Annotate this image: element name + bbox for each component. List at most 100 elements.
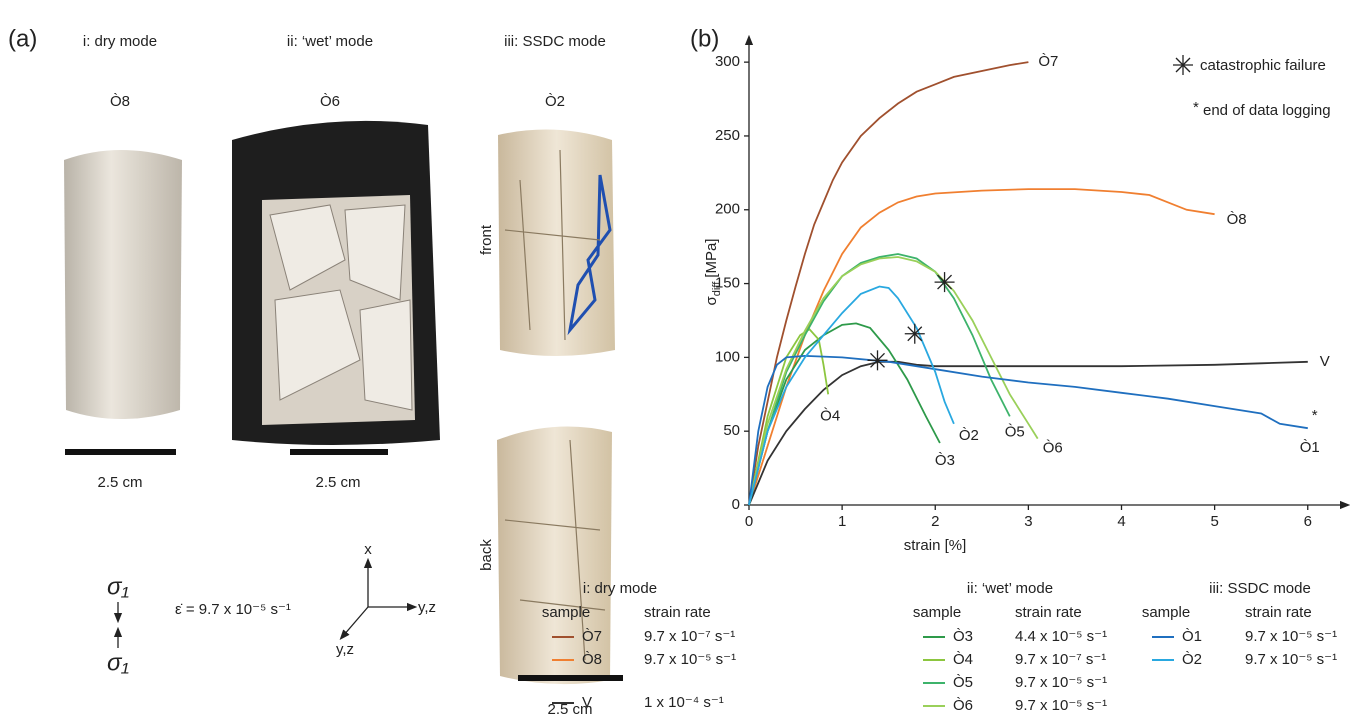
legend-name: V [582, 694, 592, 711]
sample-photo [498, 129, 615, 356]
legend-name: Ò1 [1182, 628, 1202, 645]
scale-bar [290, 449, 388, 455]
x-tick-label: 3 [1024, 513, 1032, 530]
legend-group-title: i: dry mode [583, 580, 657, 597]
coord-label: x [364, 541, 372, 558]
failure-marker [904, 323, 925, 344]
series-line [748, 188, 1215, 506]
column-title: i: dry mode [83, 33, 157, 50]
legend-rate: 9.7 x 10⁻⁷ s⁻¹ [644, 628, 735, 645]
legend-header: strain rate [1245, 604, 1312, 621]
panel-label: (b) [690, 25, 719, 52]
legend-rate: 9.7 x 10⁻⁵ s⁻¹ [1015, 697, 1107, 714]
series-label: Ò1 [1300, 439, 1320, 456]
legend-rate: 9.7 x 10⁻⁵ s⁻¹ [1015, 674, 1107, 691]
y-tick-label: 50 [723, 422, 740, 439]
x-tick-label: 2 [931, 513, 939, 530]
coord-label: y,z [336, 641, 354, 658]
scale-bar [65, 449, 176, 455]
series-label: Ò2 [959, 427, 979, 444]
series-line [748, 354, 1308, 506]
x-tick-label: 1 [838, 513, 846, 530]
legend-header: sample [542, 604, 590, 621]
view-label: back [478, 539, 495, 571]
failure-legend-marker [1173, 55, 1193, 75]
coord-label: y,z [418, 599, 436, 616]
legend-name: Ò8 [582, 651, 602, 668]
x-tick-label: 6 [1304, 513, 1312, 530]
y-tick-label: 250 [715, 127, 740, 144]
legend-rate: 4.4 x 10⁻⁵ s⁻¹ [1015, 628, 1107, 645]
series-line [748, 256, 1039, 506]
sample-label: Ò6 [320, 93, 340, 110]
series-line [748, 322, 941, 506]
view-label: front [478, 224, 495, 255]
legend-header: sample [913, 604, 961, 621]
series-label: V [1320, 353, 1330, 370]
sample-label: Ò2 [545, 93, 565, 110]
logging-symbol: * [1193, 99, 1199, 116]
stress-label: σ₁ [107, 573, 129, 600]
series-line [748, 285, 955, 506]
legend-name: Ò5 [953, 674, 973, 691]
legend-name: Ò6 [953, 697, 973, 714]
x-tick-label: 4 [1117, 513, 1125, 530]
logging-legend: end of data logging [1203, 102, 1331, 119]
y-axis-unit: [MPa] [703, 239, 720, 278]
series-label: Ò7 [1038, 53, 1058, 70]
legend-header: strain rate [1015, 604, 1082, 621]
failure-legend: catastrophic failure [1200, 57, 1326, 74]
scale-label: 2.5 cm [97, 474, 142, 491]
legend-name: Ò7 [582, 628, 602, 645]
series-line [748, 253, 1011, 506]
series-label: Ò6 [1043, 440, 1063, 457]
stress-label: σ₁ [107, 649, 129, 676]
legend-header: strain rate [644, 604, 711, 621]
y-tick-label: 0 [732, 496, 740, 513]
scale-label: 2.5 cm [315, 474, 360, 491]
legend-name: Ò3 [953, 628, 973, 645]
failure-stroke [907, 326, 923, 342]
y-tick-label: 100 [715, 348, 740, 365]
sample-photo [64, 150, 182, 419]
series-line [748, 61, 1029, 506]
x-tick-label: 5 [1210, 513, 1218, 530]
panel-label: (a) [8, 25, 37, 52]
failure-marker [867, 350, 888, 371]
strain-rate: ε̇ = 9.7 x 10⁻⁵ s⁻¹ [175, 601, 291, 618]
failure-marker [934, 272, 955, 293]
y-axis-symbol: σ [703, 295, 720, 305]
legend-group-title: ii: ‘wet’ mode [967, 580, 1053, 597]
sample-photo [232, 120, 440, 445]
legend-rate: 9.7 x 10⁻⁵ s⁻¹ [1245, 628, 1337, 645]
failure-stroke [937, 274, 953, 290]
sample-label: Ò8 [110, 93, 130, 110]
x-tick-label: 0 [745, 513, 753, 530]
y-tick-label: 200 [715, 201, 740, 218]
legend-name: Ò4 [953, 651, 973, 668]
legend-rate: 9.7 x 10⁻⁵ s⁻¹ [644, 651, 736, 668]
y-tick-label: 300 [715, 53, 740, 70]
series-label: Ò8 [1227, 211, 1247, 228]
x-axis-title: strain [%] [904, 537, 967, 554]
legend-rate: 9.7 x 10⁻⁷ s⁻¹ [1015, 651, 1106, 668]
logging-symbol: * [1312, 407, 1318, 424]
y-axis-title: σdiff [MPa] [703, 239, 723, 306]
legend-rate: 9.7 x 10⁻⁵ s⁻¹ [1245, 651, 1337, 668]
sample-photo [497, 426, 612, 685]
legend-group-title: iii: SSDC mode [1209, 580, 1311, 597]
legend-rate: 1 x 10⁻⁴ s⁻¹ [644, 694, 724, 711]
legend-header: sample [1142, 604, 1190, 621]
failure-stroke [870, 352, 885, 368]
scale-label: 2.5 cm [547, 701, 592, 718]
series-label: Ò4 [820, 407, 840, 424]
column-title: ii: ‘wet’ mode [287, 33, 373, 50]
coord-axis [339, 606, 369, 640]
legend-name: Ò2 [1182, 651, 1202, 668]
scale-bar [518, 675, 623, 681]
series-label: Ò3 [935, 452, 955, 469]
series-label: Ò5 [1005, 423, 1025, 440]
y-tick-label: 150 [715, 275, 740, 292]
y-axis-subscript: diff [711, 281, 723, 296]
